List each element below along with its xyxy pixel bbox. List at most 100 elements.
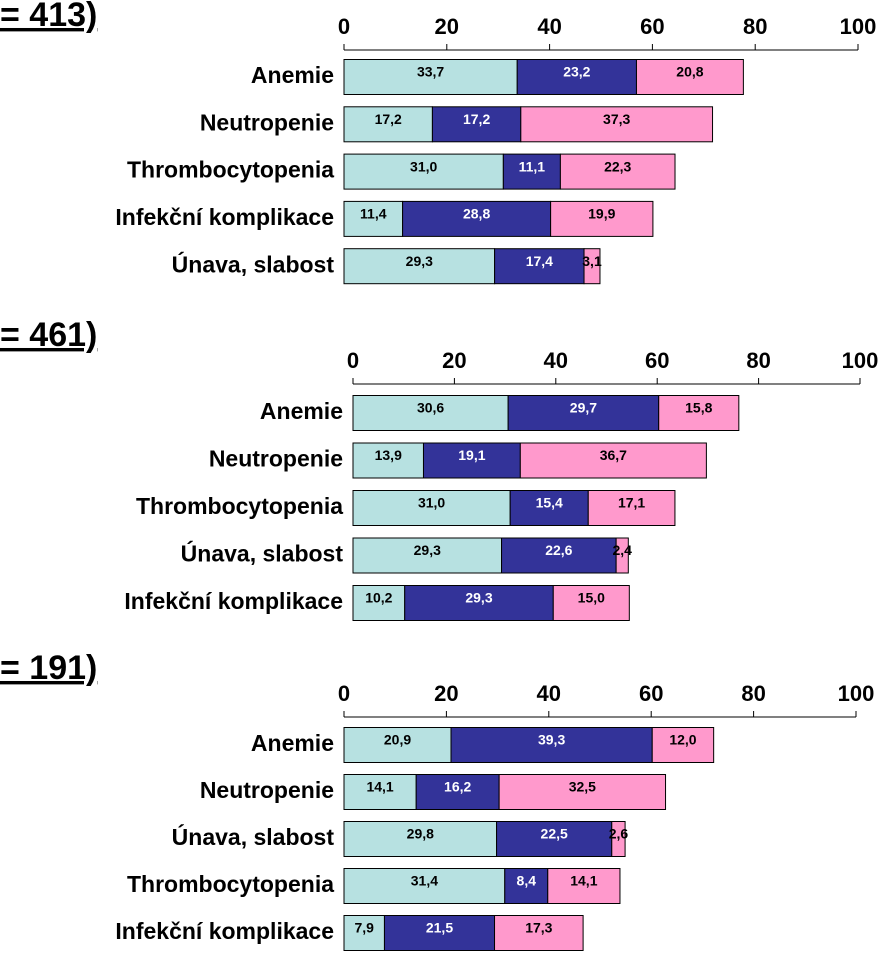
bar-segment — [552, 585, 630, 621]
x-tick-label: 100 — [838, 681, 875, 706]
bar-segment — [583, 248, 601, 285]
value-label: 15,0 — [578, 590, 605, 606]
bar-segment — [550, 200, 654, 237]
x-tick-label: 80 — [746, 348, 770, 373]
category-label: Neutropenie — [200, 109, 334, 135]
value-label: 39,3 — [538, 732, 565, 748]
x-tick-label: 100 — [842, 348, 879, 373]
value-label: 15,8 — [685, 400, 712, 416]
value-label: 22,5 — [541, 826, 568, 842]
bar-segment — [343, 868, 506, 904]
x-tick-label: 40 — [544, 348, 568, 373]
x-tick-label: 0 — [338, 14, 350, 39]
bar-segment — [520, 106, 714, 143]
category-label: Únava, slabost — [172, 250, 335, 277]
value-label: 16,2 — [444, 779, 471, 795]
value-label: 14,1 — [570, 873, 597, 889]
bar-segment — [509, 490, 589, 526]
bar-segment — [651, 727, 715, 763]
value-label: 22,3 — [604, 158, 631, 174]
bar-segment — [352, 395, 509, 431]
value-label: 29,8 — [407, 826, 434, 842]
value-label: 11,4 — [360, 206, 387, 222]
bar-segment — [343, 774, 417, 810]
value-label: 15,4 — [536, 495, 563, 511]
value-label: 31,0 — [418, 495, 445, 511]
bar-segment — [343, 59, 518, 95]
value-label: 21,5 — [426, 920, 453, 936]
bar-segment — [615, 537, 629, 574]
bar-segment — [494, 248, 585, 285]
value-label: 31,4 — [411, 873, 438, 889]
category-label: Únava, slabost — [172, 823, 335, 850]
value-label: 13,9 — [375, 447, 402, 463]
value-label: 10,2 — [365, 590, 392, 606]
value-label: 29,3 — [465, 590, 492, 606]
x-tick-label: 20 — [442, 348, 466, 373]
category-label: Infekční komplikace — [115, 918, 334, 944]
value-label: 36,7 — [600, 447, 627, 463]
category-label: Infekční komplikace — [115, 204, 334, 230]
value-label: 17,3 — [525, 920, 552, 936]
value-label: 22,6 — [545, 542, 572, 558]
x-tick-label: 40 — [537, 681, 561, 706]
value-label: 23,2 — [563, 64, 590, 80]
category-label: Thrombocytopenia — [127, 871, 334, 897]
value-label: 2,4 — [612, 542, 632, 558]
value-label: 20,8 — [676, 64, 703, 80]
x-tick-label: 20 — [435, 14, 459, 39]
value-label: 33,7 — [417, 64, 444, 80]
bar-segment — [547, 868, 621, 904]
x-tick-label: 0 — [338, 681, 350, 706]
x-tick-label: 80 — [743, 14, 767, 39]
panel-title: = 413) — [0, 0, 97, 34]
bar-segment — [501, 537, 617, 574]
x-tick-label: 80 — [741, 681, 765, 706]
value-label: 37,3 — [603, 111, 630, 127]
bar-segment — [383, 915, 496, 951]
bar-segment — [343, 106, 433, 143]
bar-segment — [352, 442, 424, 479]
bar-segment — [494, 915, 584, 951]
value-label: 14,1 — [366, 779, 393, 795]
category-label: Thrombocytopenia — [136, 493, 343, 519]
bar-segment — [431, 106, 522, 143]
bar-segment — [352, 585, 406, 621]
value-label: 17,2 — [463, 111, 490, 127]
category-label: Únava, slabost — [181, 540, 344, 567]
value-label: 30,6 — [417, 400, 444, 416]
value-label: 29,3 — [414, 542, 441, 558]
value-label: 7,9 — [354, 920, 374, 936]
bar-segment — [343, 727, 452, 763]
category-label: Neutropenie — [200, 777, 334, 803]
bar-segment — [658, 395, 740, 431]
bar-segment — [519, 442, 707, 479]
bar-segment — [352, 537, 503, 574]
value-label: 8,4 — [517, 873, 537, 889]
bar-segment — [343, 248, 496, 285]
value-label: 28,8 — [463, 206, 490, 222]
category-label: Thrombocytopenia — [127, 157, 334, 183]
panel-title: = 191) — [0, 649, 97, 687]
value-label: 17,1 — [618, 495, 645, 511]
x-tick-label: 60 — [639, 681, 663, 706]
category-label: Anemie — [251, 730, 334, 756]
x-tick-label: 100 — [840, 14, 877, 39]
bar-segment — [635, 59, 744, 95]
bar-segment — [402, 200, 552, 237]
bar-segment — [450, 727, 653, 763]
value-label: 19,1 — [458, 447, 485, 463]
bar-segment — [507, 395, 660, 431]
value-label: 3,1 — [582, 253, 602, 269]
bar-segment — [498, 774, 667, 810]
bar-segment — [559, 153, 676, 190]
category-label: Anemie — [260, 398, 343, 424]
value-label: 17,2 — [375, 111, 402, 127]
category-label: Infekční komplikace — [124, 588, 343, 614]
value-label: 11,1 — [519, 158, 546, 174]
bar-segment — [422, 442, 521, 479]
bar-segment — [504, 868, 549, 904]
value-label: 19,9 — [588, 206, 615, 222]
bar-segment — [611, 821, 626, 857]
